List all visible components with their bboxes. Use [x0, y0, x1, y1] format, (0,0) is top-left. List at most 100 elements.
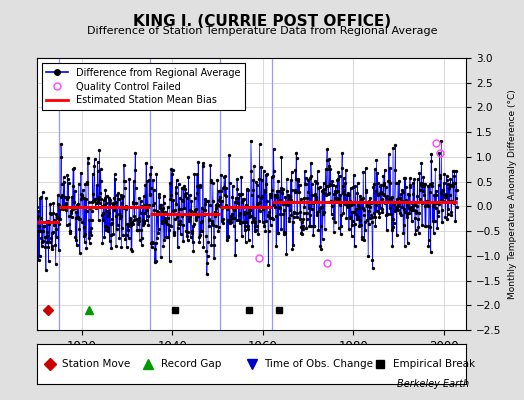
- Point: [333, 177, 342, 183]
- Point: [422, 199, 431, 205]
- Point: [234, 200, 242, 206]
- Point: [428, 180, 436, 186]
- Point: [168, 171, 177, 177]
- Point: [100, 234, 108, 240]
- Point: [407, 204, 416, 211]
- Point: [89, 171, 97, 177]
- Point: [337, 212, 345, 218]
- Point: [347, 202, 355, 208]
- Point: [125, 214, 134, 221]
- Point: [231, 199, 239, 205]
- Point: [447, 211, 456, 218]
- Point: [280, 231, 288, 238]
- Point: [198, 204, 206, 211]
- Point: [401, 174, 410, 181]
- Point: [181, 189, 190, 196]
- Point: [348, 222, 356, 228]
- Point: [333, 195, 341, 201]
- Point: [105, 210, 113, 216]
- Point: [234, 211, 243, 218]
- Point: [82, 245, 91, 251]
- Point: [206, 176, 215, 183]
- Point: [49, 200, 58, 206]
- Point: [195, 184, 204, 190]
- Point: [106, 197, 114, 204]
- Point: [215, 188, 223, 194]
- Point: [282, 251, 291, 257]
- Point: [311, 191, 319, 198]
- Point: [362, 188, 370, 195]
- Point: [107, 244, 115, 251]
- Point: [77, 191, 85, 198]
- Point: [219, 185, 227, 192]
- Point: [332, 197, 341, 203]
- Point: [427, 248, 435, 255]
- Point: [297, 230, 305, 236]
- Point: [206, 162, 214, 168]
- Point: [311, 178, 320, 184]
- Point: [145, 191, 154, 198]
- Point: [115, 235, 124, 241]
- Point: [137, 227, 146, 233]
- Point: [181, 186, 190, 192]
- Point: [325, 182, 334, 188]
- Point: [96, 190, 104, 197]
- Point: [102, 200, 111, 206]
- Point: [443, 216, 452, 222]
- Point: [305, 223, 313, 229]
- Point: [87, 232, 95, 239]
- Point: [362, 165, 370, 171]
- Point: [225, 219, 234, 225]
- Point: [156, 205, 165, 211]
- Point: [417, 182, 425, 188]
- Point: [381, 194, 390, 200]
- Point: [361, 227, 369, 233]
- Point: [325, 156, 333, 162]
- Point: [363, 202, 371, 208]
- Point: [218, 197, 226, 204]
- Point: [37, 234, 46, 241]
- Point: [245, 210, 253, 217]
- Point: [279, 186, 287, 192]
- Point: [194, 159, 202, 165]
- Point: [324, 182, 332, 189]
- Point: [237, 191, 246, 198]
- Point: [191, 207, 199, 213]
- Point: [399, 189, 407, 196]
- Point: [304, 177, 312, 183]
- Point: [449, 180, 457, 186]
- Point: [391, 180, 400, 186]
- Point: [97, 196, 105, 202]
- Point: [114, 196, 122, 202]
- Point: [105, 238, 114, 244]
- Point: [371, 166, 379, 172]
- Point: [52, 226, 61, 232]
- Point: [252, 227, 260, 234]
- Point: [90, 196, 98, 203]
- Point: [101, 223, 109, 230]
- Point: [295, 182, 303, 188]
- Point: [226, 219, 235, 225]
- Point: [389, 144, 397, 151]
- Point: [51, 261, 60, 267]
- Point: [130, 213, 138, 220]
- Point: [138, 221, 147, 228]
- Point: [404, 190, 412, 197]
- Point: [142, 159, 150, 166]
- Point: [330, 228, 338, 235]
- Point: [178, 196, 186, 203]
- Point: [392, 206, 400, 212]
- Point: [70, 205, 79, 211]
- Point: [105, 195, 113, 201]
- Point: [429, 200, 438, 206]
- Point: [312, 194, 320, 200]
- Point: [356, 196, 365, 202]
- Point: [273, 188, 281, 195]
- Point: [285, 215, 293, 221]
- Point: [50, 222, 58, 228]
- Point: [423, 199, 432, 206]
- Point: [253, 223, 261, 229]
- Point: [267, 190, 275, 197]
- Point: [417, 180, 425, 186]
- Point: [302, 225, 311, 232]
